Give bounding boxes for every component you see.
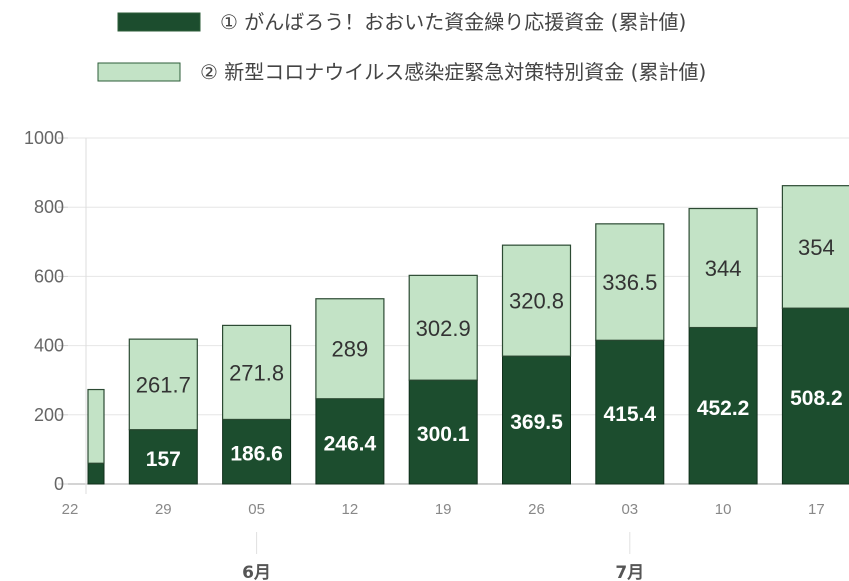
bar-series1-10: [688, 327, 758, 485]
bar-series2-17: [781, 185, 849, 309]
y-tick-label-0: 0: [54, 474, 64, 494]
y-tick-label-800: 800: [34, 197, 64, 217]
x-tick-label-10: 10: [715, 501, 732, 518]
bar-series2-22: [87, 388, 105, 464]
month-label-05: 6月: [242, 563, 271, 581]
data-label-series2-17: 354: [798, 235, 835, 260]
data-label-series1-12: 246.4: [324, 432, 377, 455]
data-label-series2-19: 302.9: [416, 316, 471, 341]
y-tick-label-600: 600: [34, 266, 64, 286]
legend-swatch-1: [117, 12, 201, 32]
data-label-series2-05: 271.8: [229, 360, 284, 385]
data-label-series1-10: 452.2: [697, 397, 750, 420]
bar-series2-26: [501, 244, 572, 357]
data-label-series1-03: 415.4: [604, 403, 657, 426]
x-tick-label-29: 29: [155, 501, 172, 518]
data-label-series2-12: 289: [332, 337, 369, 362]
bar-series2-10: [688, 207, 758, 329]
bar-series2-29: [128, 338, 198, 431]
x-tick-label-26: 26: [528, 501, 545, 518]
x-tick-label-17: 17: [808, 501, 825, 518]
bar-series1-05: [222, 418, 292, 485]
bar-series1-26: [502, 355, 571, 485]
data-label-series2-26: 320.8: [509, 289, 564, 314]
legend-label-2: ② 新型コロナウイルス感染症緊急対策特別資金 (累計値): [200, 60, 706, 84]
x-tick-label-03: 03: [621, 501, 638, 518]
bar-series2-03: [595, 223, 665, 341]
x-tick-label-19: 19: [435, 501, 452, 518]
y-tick-label-1000: 1000: [24, 128, 64, 148]
x-tick-label-12: 12: [342, 501, 359, 518]
legend-swatch-2: [97, 62, 181, 82]
month-label-03: 7月: [615, 563, 644, 581]
data-label-series1-17: 508.2: [790, 387, 843, 410]
x-tick-label-05: 05: [248, 501, 265, 518]
data-label-series1-05: 186.6: [230, 443, 283, 466]
data-label-series1-29: 157: [146, 448, 181, 471]
bar-series1-22: [87, 462, 105, 485]
bar-series2-12: [315, 298, 385, 400]
bar-series1-12: [315, 398, 385, 485]
bar-series1-17: [781, 307, 849, 485]
bar-series1-29: [128, 429, 198, 485]
data-label-series2-03: 336.5: [602, 270, 657, 295]
data-label-series2-29: 261.7: [136, 372, 191, 397]
bar-series1-19: [408, 379, 478, 485]
y-tick-label-200: 200: [34, 405, 64, 425]
x-tick-label-22: 22: [62, 501, 79, 518]
y-tick-label-400: 400: [34, 336, 64, 356]
bar-series2-05: [222, 324, 292, 421]
legend-label-1: ① がんばろう！おおいた資金繰り応援資金 (累計値): [220, 10, 686, 34]
data-label-series1-19: 300.1: [417, 423, 470, 446]
data-label-series2-10: 344: [705, 256, 742, 281]
bar-series2-19: [408, 274, 478, 381]
data-label-series1-26: 369.5: [510, 411, 563, 434]
